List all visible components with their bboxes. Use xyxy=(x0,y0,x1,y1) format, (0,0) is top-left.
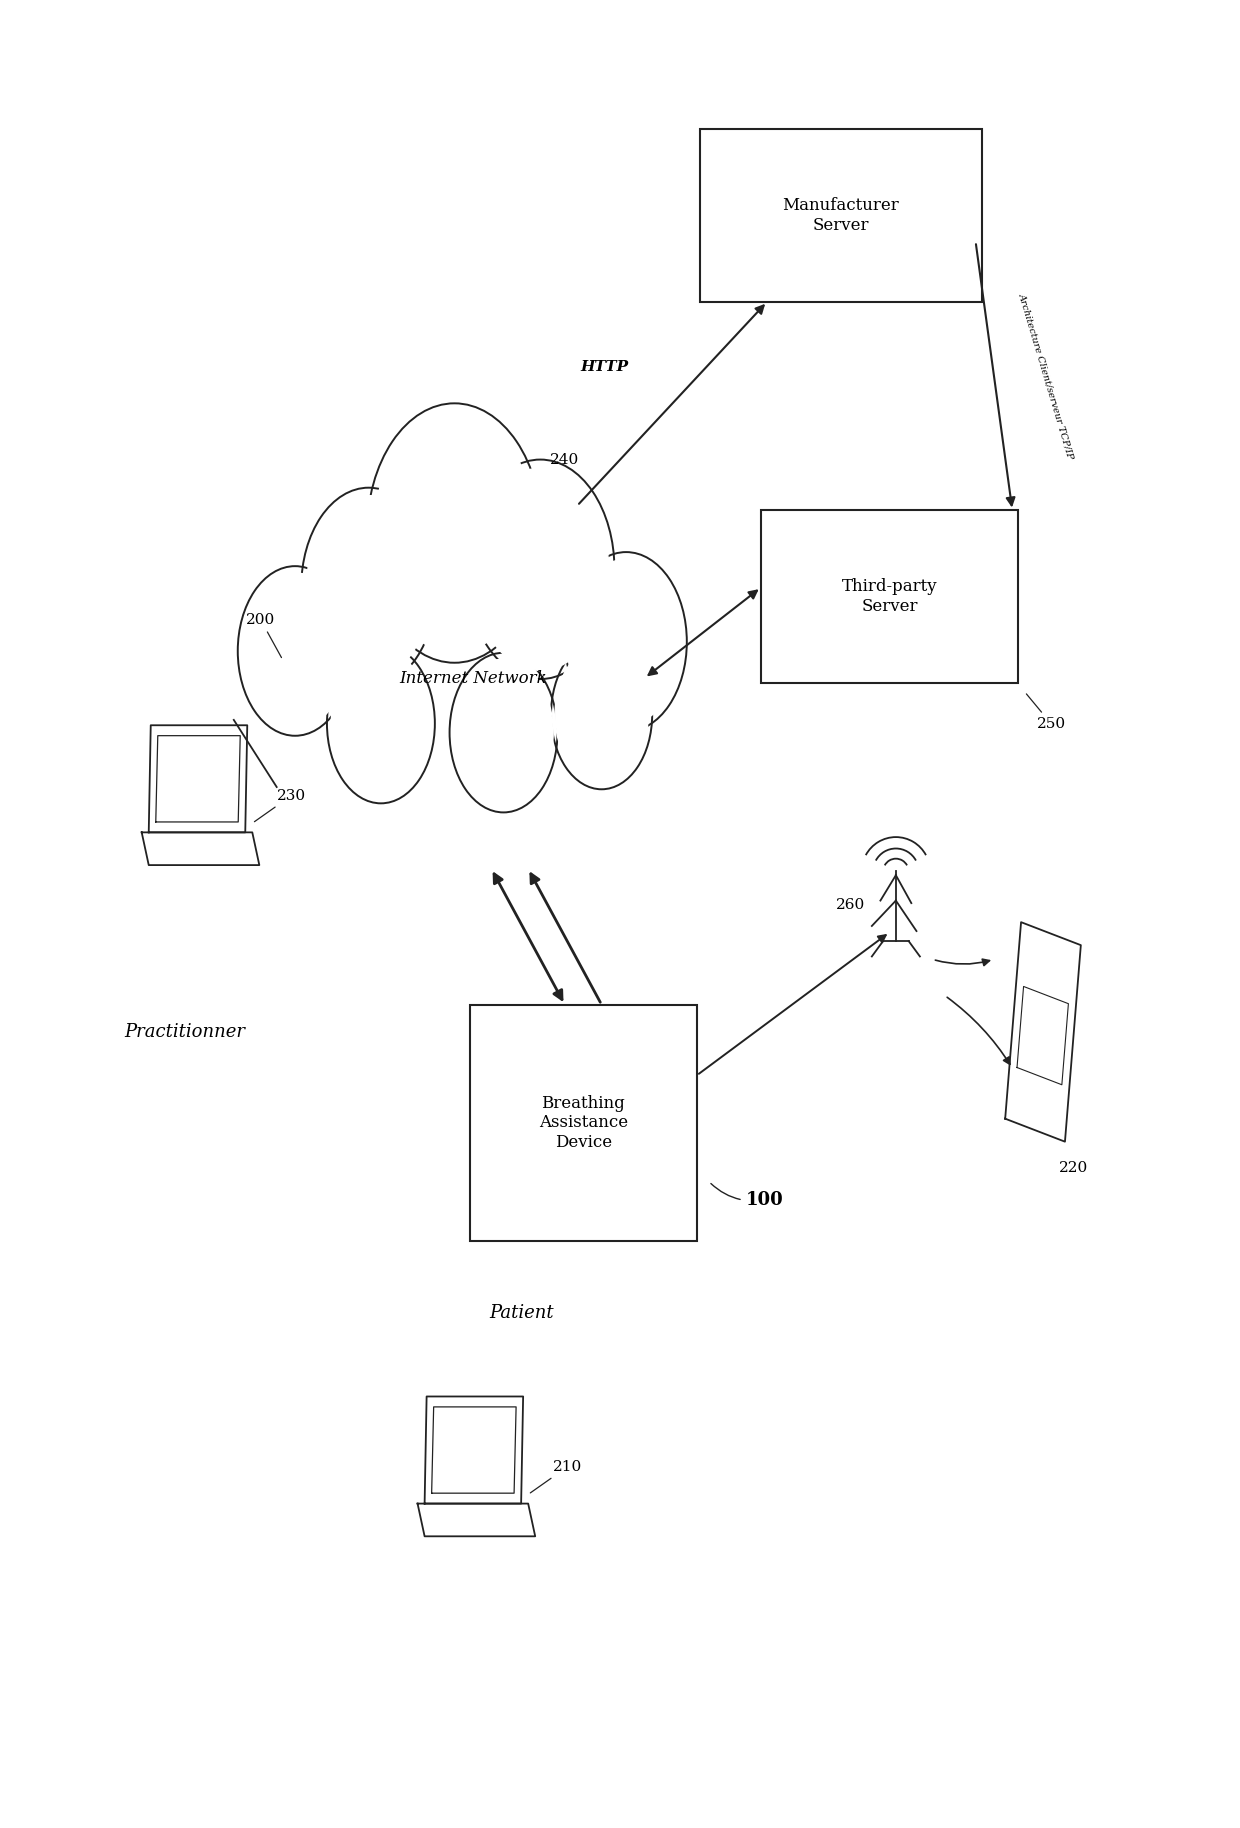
Circle shape xyxy=(367,404,542,664)
Circle shape xyxy=(301,488,436,687)
Circle shape xyxy=(242,572,347,729)
Text: 220: 220 xyxy=(1059,1161,1089,1175)
Text: 230: 230 xyxy=(254,788,306,823)
FancyBboxPatch shape xyxy=(470,1005,697,1241)
Text: Architecture Client/serveur TCP/IP: Architecture Client/serveur TCP/IP xyxy=(1018,292,1076,461)
Polygon shape xyxy=(418,1504,536,1536)
Circle shape xyxy=(306,495,430,680)
Text: 250: 250 xyxy=(1027,695,1066,731)
Polygon shape xyxy=(141,832,259,865)
Text: 200: 200 xyxy=(246,612,281,658)
Circle shape xyxy=(556,645,649,782)
Circle shape xyxy=(570,559,682,724)
Text: 260: 260 xyxy=(836,898,866,912)
Text: 240: 240 xyxy=(551,453,579,468)
Text: HTTP: HTTP xyxy=(580,360,629,375)
Polygon shape xyxy=(424,1397,523,1504)
Circle shape xyxy=(238,567,352,735)
Circle shape xyxy=(454,660,553,806)
Text: Breathing
Assistance
Device: Breathing Assistance Device xyxy=(538,1095,627,1150)
Circle shape xyxy=(472,468,609,671)
FancyBboxPatch shape xyxy=(699,130,982,302)
Text: Practitionner: Practitionner xyxy=(124,1024,246,1040)
Text: 100: 100 xyxy=(711,1183,784,1208)
Polygon shape xyxy=(149,726,247,832)
Circle shape xyxy=(466,459,615,678)
Polygon shape xyxy=(1006,921,1081,1142)
Circle shape xyxy=(450,653,558,812)
Text: Patient: Patient xyxy=(490,1303,554,1322)
Text: Third-party
Server: Third-party Server xyxy=(842,578,937,614)
Circle shape xyxy=(327,643,435,802)
Circle shape xyxy=(565,552,687,731)
Text: Manufacturer
Server: Manufacturer Server xyxy=(782,197,899,234)
Text: 210: 210 xyxy=(531,1461,582,1493)
Text: Internet Network: Internet Network xyxy=(399,669,547,687)
Circle shape xyxy=(331,651,430,797)
FancyBboxPatch shape xyxy=(761,510,1018,682)
Circle shape xyxy=(373,413,536,653)
Circle shape xyxy=(551,640,652,790)
